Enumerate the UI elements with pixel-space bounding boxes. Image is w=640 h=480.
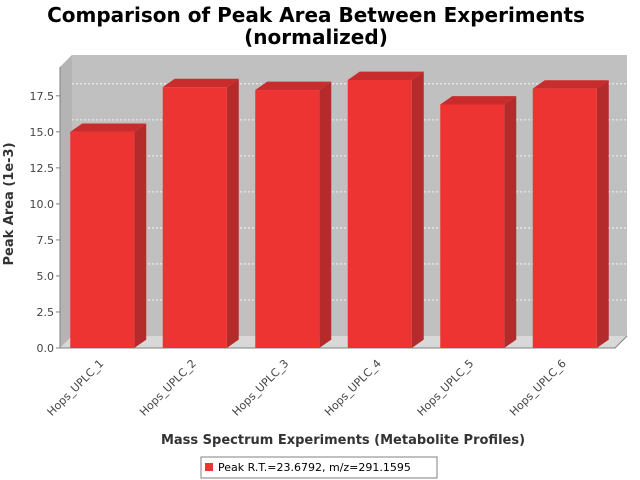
bar-front <box>347 79 412 348</box>
y-tick-label: 17.5 <box>30 90 55 103</box>
bar-side <box>319 81 332 349</box>
bars <box>70 71 609 349</box>
x-tick-label: Hops_UPLC_6 <box>507 357 569 419</box>
x-tick-label: Hops_UPLC_3 <box>230 357 292 419</box>
bar-side <box>226 78 239 349</box>
bar <box>532 80 609 348</box>
plot-left-wall <box>60 55 72 348</box>
bar-front <box>70 131 135 348</box>
y-tick-label: 10.0 <box>30 198 55 211</box>
bar-front <box>255 90 320 349</box>
bar-front <box>532 88 597 348</box>
x-axis-label: Mass Spectrum Experiments (Metabolite Pr… <box>161 433 525 448</box>
bar <box>440 96 517 348</box>
bar-top <box>255 81 332 91</box>
bar <box>255 81 332 349</box>
bar-top <box>347 71 424 80</box>
y-axis: 0.0 2.5 5.0 7.5 10.0 12.5 15.0 17.5 <box>30 90 60 355</box>
y-tick-label: 15.0 <box>30 126 55 139</box>
y-tick-label: 0.0 <box>37 342 55 355</box>
bar-side <box>411 71 424 349</box>
bar-top <box>532 80 609 89</box>
legend: Peak R.T.=23.6792, m/z=291.1595 <box>200 456 438 479</box>
bar-side <box>504 96 517 348</box>
chart-title-line2: (normalized) <box>244 25 388 49</box>
legend-label: Peak R.T.=23.6792, m/z=291.1595 <box>218 461 411 474</box>
y-tick-label: 12.5 <box>30 162 55 175</box>
legend-swatch <box>205 463 213 471</box>
x-tick-label: Hops_UPLC_1 <box>45 357 107 419</box>
plot-outline <box>59 67 628 349</box>
y-tick-label: 2.5 <box>37 306 55 319</box>
bar-front <box>162 87 227 348</box>
x-tick-label: Hops_UPLC_5 <box>415 357 477 419</box>
x-tick-label: Hops_UPLC_2 <box>137 357 199 419</box>
bar-side <box>134 123 147 348</box>
x-axis: Hops_UPLC_1 Hops_UPLC_2 Hops_UPLC_3 Hops_UP… <box>45 357 569 419</box>
bar-top <box>70 123 147 132</box>
x-tick-label: Hops_UPLC_4 <box>322 357 384 419</box>
bar-front <box>440 104 505 348</box>
bar-side <box>596 80 609 348</box>
y-tick-label: 5.0 <box>37 270 55 283</box>
chart-title-line1: Comparison of Peak Area Between Experime… <box>47 3 585 27</box>
bar-top <box>162 78 239 88</box>
bar <box>162 78 239 349</box>
bar <box>70 123 147 348</box>
bar <box>347 71 424 349</box>
y-tick-label: 7.5 <box>37 234 55 247</box>
y-axis-label: Peak Area (1e-3) <box>2 142 17 265</box>
legend-box <box>200 456 438 479</box>
bar-top <box>440 96 517 105</box>
